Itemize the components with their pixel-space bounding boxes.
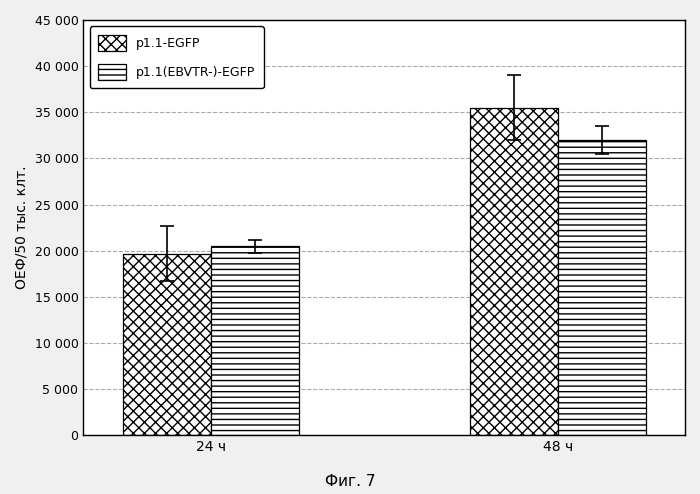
Text: Фиг. 7: Фиг. 7 <box>325 474 375 489</box>
Bar <box>211 246 298 435</box>
Legend: p1.1-EGFP, p1.1(EBVTR-)-EGFP: p1.1-EGFP, p1.1(EBVTR-)-EGFP <box>90 26 264 88</box>
Bar <box>470 108 558 435</box>
Y-axis label: ОЕФ/50 тыс. клт.: ОЕФ/50 тыс. клт. <box>15 166 29 289</box>
Bar <box>558 140 645 435</box>
Bar <box>122 253 211 435</box>
